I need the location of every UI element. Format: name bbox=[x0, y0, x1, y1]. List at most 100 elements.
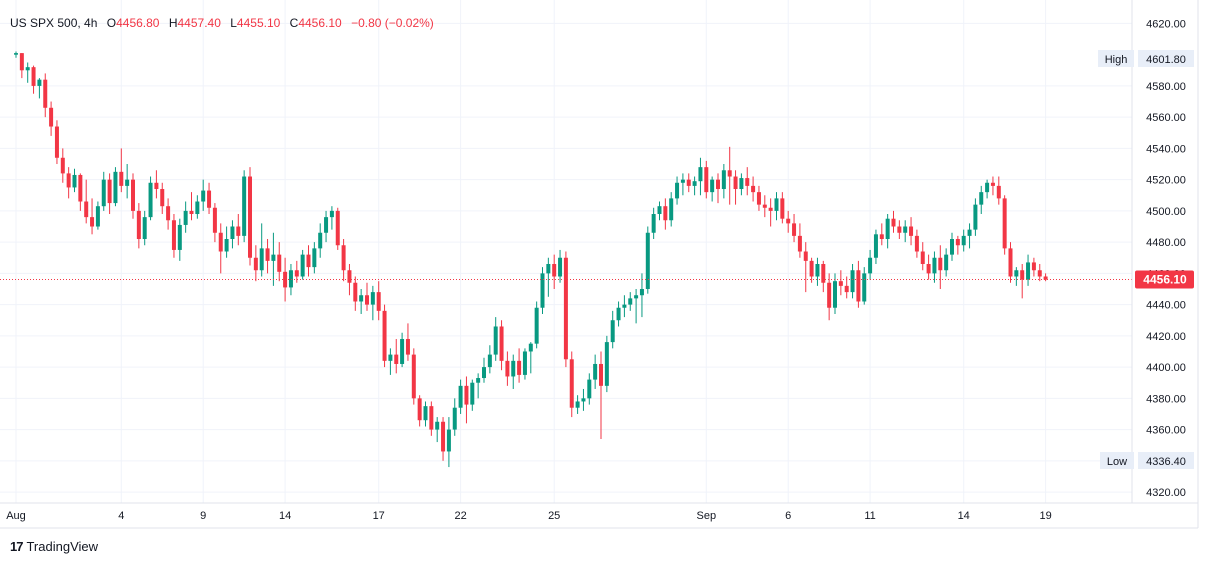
candle bbox=[511, 354, 516, 389]
candle bbox=[563, 251, 568, 368]
candle-body bbox=[517, 360, 522, 375]
candle bbox=[868, 249, 873, 280]
candle-body bbox=[37, 79, 42, 86]
candle-body bbox=[792, 223, 797, 236]
candle-body bbox=[663, 206, 668, 221]
candle-body bbox=[148, 182, 153, 218]
candle-body bbox=[236, 226, 241, 236]
candle-body bbox=[575, 401, 580, 408]
candle-body bbox=[90, 217, 95, 227]
candle bbox=[604, 335, 609, 393]
low-marker-label: Low bbox=[1107, 456, 1127, 468]
candle bbox=[54, 120, 59, 165]
candle bbox=[850, 263, 855, 299]
candle bbox=[107, 173, 112, 215]
candle bbox=[382, 304, 387, 368]
candle bbox=[961, 229, 966, 252]
candle-body bbox=[616, 307, 621, 321]
candles-layer bbox=[14, 51, 1048, 468]
candle bbox=[1014, 267, 1019, 286]
candle-body bbox=[411, 354, 416, 399]
candle bbox=[792, 214, 797, 243]
x-tick-label: 22 bbox=[454, 510, 466, 522]
y-tick-label: 4420.00 bbox=[1146, 331, 1186, 343]
candle bbox=[171, 214, 176, 258]
candle bbox=[651, 207, 656, 240]
candle bbox=[271, 232, 276, 286]
candle-body bbox=[604, 342, 609, 386]
candle-body bbox=[768, 207, 773, 211]
tradingview-brand[interactable]: 17 TradingView bbox=[10, 539, 98, 554]
tradingview-logo-icon: 17 bbox=[10, 539, 24, 554]
x-tick-label: 17 bbox=[373, 510, 385, 522]
y-tick-label: 4320.00 bbox=[1146, 487, 1186, 499]
candle bbox=[581, 388, 586, 411]
candle bbox=[686, 173, 691, 193]
candle-body bbox=[470, 382, 475, 405]
candle-body bbox=[1002, 198, 1007, 249]
candle bbox=[780, 192, 785, 224]
candle bbox=[1020, 263, 1025, 299]
high-key: H bbox=[168, 16, 178, 30]
candle-body bbox=[359, 295, 364, 302]
x-tick-label: 19 bbox=[1039, 510, 1051, 522]
candle bbox=[575, 395, 580, 414]
candle-body bbox=[253, 257, 258, 271]
candle-body bbox=[610, 320, 615, 343]
candle bbox=[487, 345, 492, 374]
candle bbox=[14, 51, 18, 58]
x-tick-label: 14 bbox=[279, 510, 291, 522]
candle-body bbox=[482, 367, 486, 379]
candle bbox=[593, 354, 598, 389]
candle-body bbox=[341, 245, 346, 271]
candle-body bbox=[335, 210, 340, 246]
candle bbox=[862, 267, 867, 305]
candle-body bbox=[43, 79, 48, 108]
candle bbox=[704, 160, 709, 199]
candle-body bbox=[49, 107, 54, 127]
candle-body bbox=[903, 226, 908, 233]
candle-body bbox=[797, 235, 802, 252]
time-axis[interactable]: Aug 4 9 14 17 22 25 Sep 6 11 14 19 bbox=[6, 510, 1052, 522]
low-value: 4455.10 bbox=[236, 16, 281, 30]
candle bbox=[142, 210, 147, 246]
candle-body bbox=[14, 53, 18, 55]
candle bbox=[288, 263, 293, 296]
candle-body bbox=[505, 360, 510, 377]
candle-body bbox=[552, 263, 557, 277]
candle bbox=[183, 201, 188, 233]
candle-body bbox=[189, 210, 194, 215]
candle bbox=[125, 164, 130, 199]
candle bbox=[599, 351, 603, 439]
candle bbox=[195, 195, 200, 219]
candle bbox=[1008, 242, 1013, 283]
candle-body bbox=[762, 204, 767, 208]
candle bbox=[90, 198, 95, 235]
candle bbox=[312, 242, 317, 274]
candle bbox=[224, 226, 229, 258]
candle bbox=[803, 242, 808, 293]
candle-body bbox=[733, 176, 738, 190]
high-value: 4457.40 bbox=[177, 16, 221, 30]
candle bbox=[43, 73, 48, 118]
candle-body bbox=[1037, 270, 1042, 277]
candle-body bbox=[569, 359, 574, 408]
symbol-name[interactable]: US SPX 500 bbox=[10, 16, 78, 30]
close-key: C bbox=[289, 16, 299, 30]
candle-body bbox=[248, 176, 252, 258]
candle-body bbox=[259, 248, 264, 271]
candle bbox=[692, 176, 697, 196]
x-tick-label: 6 bbox=[785, 510, 791, 522]
candle-body bbox=[973, 204, 978, 230]
interval-label[interactable]: 4h bbox=[84, 16, 98, 30]
candle bbox=[324, 210, 329, 243]
candle-body bbox=[441, 421, 446, 452]
candle bbox=[31, 65, 36, 94]
candle-body bbox=[271, 254, 276, 261]
candle bbox=[663, 198, 668, 230]
candle-body bbox=[838, 281, 843, 286]
candle bbox=[207, 182, 212, 215]
candle bbox=[499, 320, 504, 371]
candle-body bbox=[353, 282, 358, 302]
